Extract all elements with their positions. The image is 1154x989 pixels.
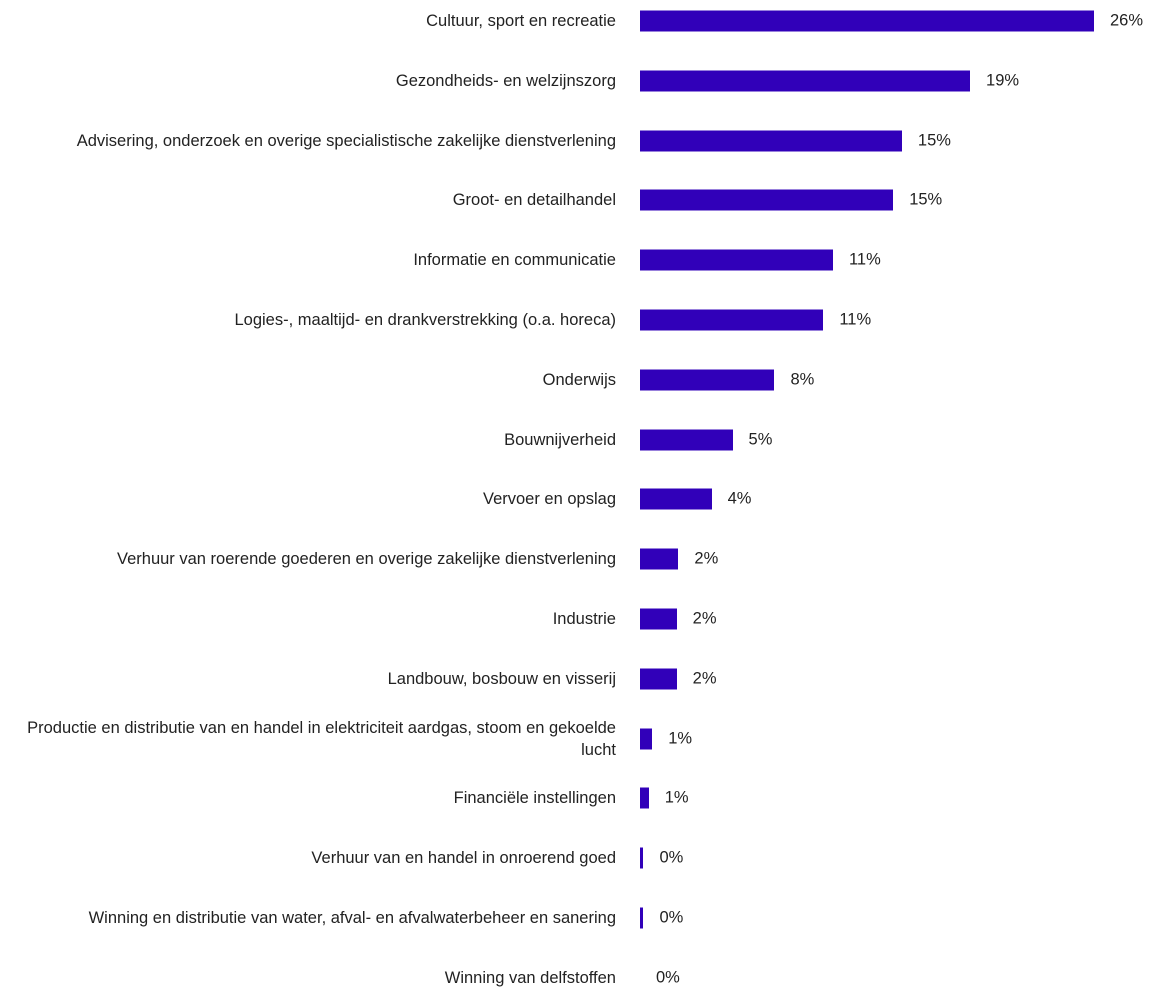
value-label: 26% — [1110, 11, 1144, 30]
value-label: 1% — [664, 788, 689, 807]
bar — [640, 369, 775, 391]
bar — [640, 728, 653, 750]
value-label: 19% — [986, 71, 1020, 90]
bar — [640, 488, 712, 510]
value-label: 8% — [790, 370, 815, 389]
value-label: 1% — [668, 729, 693, 748]
category-label: Advisering, onderzoek en overige special… — [76, 131, 616, 150]
value-label: 2% — [692, 609, 717, 628]
value-label: 2% — [692, 669, 717, 688]
category-label: Winning en distributie van water, afval-… — [88, 909, 616, 927]
bar — [640, 847, 644, 869]
value-label: 0% — [659, 908, 684, 927]
bar — [640, 668, 677, 690]
category-label: Informatie en communicatie — [413, 251, 616, 270]
value-label: 15% — [909, 190, 943, 209]
bar — [640, 907, 644, 929]
bar — [640, 787, 649, 809]
bar — [640, 189, 894, 211]
bar — [640, 249, 833, 271]
bar — [640, 548, 679, 570]
category-label: Gezondheids- en welzijnszorg — [395, 71, 616, 90]
category-label: Vervoer en opslag — [482, 490, 616, 509]
value-label: 5% — [748, 430, 773, 449]
value-label: 4% — [727, 489, 752, 508]
category-label: Winning van delfstoffen — [444, 968, 616, 987]
bar — [640, 10, 1094, 32]
bar — [640, 309, 824, 331]
value-label: 0% — [659, 848, 684, 867]
bar — [640, 130, 902, 152]
value-label: 15% — [917, 131, 951, 150]
category-label: Bouwnijverheid — [504, 430, 616, 449]
category-label: Groot- en detailhandel — [452, 191, 616, 210]
category-label: Industrie — [552, 610, 616, 628]
category-label: Landbouw, bosbouw en visserij — [387, 669, 616, 688]
category-label: Logies-, maaltijd- en drankverstrekking … — [234, 311, 616, 329]
bar — [640, 429, 733, 451]
category-label: Onderwijs — [542, 370, 616, 389]
category-label: Productie en distributie van en handel i… — [27, 718, 616, 759]
category-label: Cultuur, sport en recreatie — [426, 12, 616, 30]
category-label: Verhuur van roerende goederen en overige… — [117, 550, 616, 569]
category-label: Financiële instellingen — [453, 789, 616, 808]
value-label: 2% — [694, 549, 719, 568]
bar — [640, 608, 677, 630]
value-label: 11% — [839, 310, 872, 329]
bar — [640, 70, 971, 92]
value-label: 0% — [656, 968, 680, 987]
value-label: 11% — [848, 250, 881, 269]
category-label: Verhuur van en handel in onroerend goed — [311, 849, 616, 868]
